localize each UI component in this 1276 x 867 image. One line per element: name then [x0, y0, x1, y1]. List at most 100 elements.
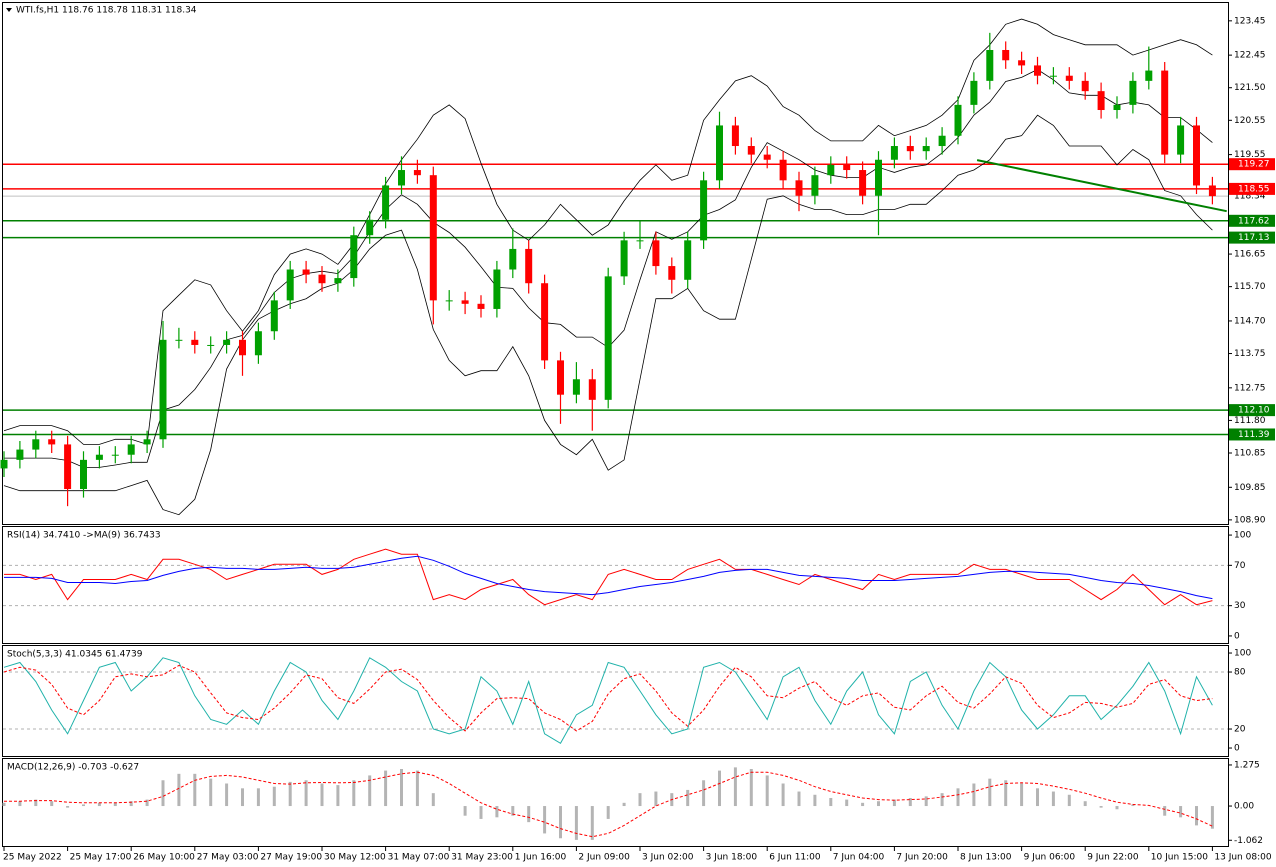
- candle-body: [1208, 185, 1216, 197]
- plot-layer: 123.45 122.45 121.50 120.55 119.55 116.65 115.…: [0, 16, 1275, 863]
- macd-panel-frame: [2, 758, 1229, 847]
- y-tick-label: 119.55: [1234, 150, 1266, 160]
- x-tick-label: 10 Jun 15:00: [1151, 853, 1208, 863]
- candle-body: [875, 159, 882, 196]
- candle-body: [1145, 70, 1153, 81]
- panel-title: Stoch(5,3,3) 41.0345 61.4739: [7, 650, 143, 660]
- trend-line: [976, 159, 1227, 213]
- candle-body: [191, 339, 199, 345]
- candle-body: [350, 235, 358, 279]
- y-tick-label: 121.50: [1234, 83, 1266, 93]
- candle-body: [111, 454, 119, 456]
- candle-body: [1002, 49, 1010, 61]
- candle-body: [795, 180, 803, 196]
- x-tick-label: 31 May 07:00: [388, 853, 450, 863]
- candle-body: [32, 439, 40, 450]
- candle-body: [143, 439, 151, 445]
- candle-body: [270, 300, 278, 332]
- menu-arrow: [6, 8, 12, 12]
- y-tick-label: 116.65: [1234, 250, 1266, 260]
- x-tick-label: 3 Jun 02:00: [642, 853, 694, 863]
- indicator-line: [3, 664, 1213, 732]
- x-tick-label: 9 Jun 22:00: [1087, 853, 1139, 863]
- level-box: [1229, 404, 1275, 417]
- candle-body: [620, 240, 628, 277]
- candle-body: [1161, 70, 1169, 155]
- y-tick-label: 112.75: [1234, 383, 1266, 393]
- chart-title: WTI.fs,H1 118.76 118.78 118.31 118.34: [16, 6, 197, 16]
- candle-body: [1065, 75, 1073, 81]
- level-label: 111.39: [1238, 430, 1270, 440]
- candle-body: [413, 170, 421, 176]
- candle-body: [254, 331, 262, 356]
- candle-body: [541, 283, 549, 361]
- y-tick-label: 70: [1234, 561, 1246, 571]
- candle-body: [302, 269, 310, 275]
- x-tick-label: 30 May 12:00: [324, 853, 386, 863]
- y-tick-label: 80: [1234, 668, 1246, 678]
- candle-body: [175, 339, 183, 341]
- candle-body: [1034, 65, 1041, 76]
- x-tick-label: 9 Jun 06:00: [1024, 853, 1076, 863]
- candle-body: [525, 248, 533, 284]
- y-tick-label: 0: [1234, 631, 1240, 641]
- y-tick-label: 123.45: [1234, 16, 1266, 26]
- candle-body: [763, 154, 771, 160]
- candle-body: [811, 175, 819, 196]
- x-tick-label: 8 Jun 13:00: [960, 853, 1012, 863]
- y-tick-label: 0.00: [1234, 802, 1254, 812]
- y-tick-label: 114.70: [1234, 316, 1266, 326]
- panel-title: MACD(12,26,9) -0.703 -0.627: [7, 763, 139, 773]
- candle-body: [954, 104, 962, 136]
- candle-body: [1049, 75, 1057, 77]
- candle-body: [1177, 125, 1185, 155]
- x-tick-label: 25 May 2022: [3, 853, 62, 863]
- candle-body: [747, 146, 755, 155]
- candle-body: [1193, 125, 1200, 186]
- y-tick-label: 108.90: [1234, 515, 1266, 525]
- level-box: [1229, 231, 1275, 244]
- x-tick-label: 25 May 17:00: [70, 853, 132, 863]
- candle-body: [668, 266, 676, 280]
- candle-body: [64, 444, 72, 490]
- candle-body: [80, 459, 87, 490]
- candle-body: [652, 240, 660, 267]
- candle-body: [827, 164, 835, 176]
- bollinger-upper: [3, 18, 1213, 445]
- candle-body: [95, 454, 103, 460]
- candle-body: [493, 269, 501, 309]
- price-panel-frame: [2, 2, 1229, 525]
- y-tick-label: 100: [1234, 649, 1251, 659]
- x-tick-label: 27 May 03:00: [197, 853, 259, 863]
- candle-body: [398, 170, 405, 186]
- level-box: [1229, 182, 1275, 195]
- candle-body: [1113, 104, 1121, 111]
- y-tick-label: 100: [1234, 531, 1251, 541]
- candle-body: [239, 339, 246, 356]
- candle-body: [1018, 60, 1026, 66]
- stoch-panel-frame: [2, 645, 1229, 757]
- candle-body: [48, 439, 56, 445]
- level-label: 119.27: [1238, 160, 1270, 170]
- y-tick-label: 122.45: [1234, 51, 1266, 61]
- x-tick-label: 26 May 10:00: [133, 853, 195, 863]
- x-tick-label: 27 May 19:00: [260, 853, 322, 863]
- candle-body: [906, 146, 914, 152]
- indicator-line: [4, 555, 1213, 600]
- y-tick-label: -1.062: [1234, 836, 1263, 846]
- x-tick-label: 7 Jun 20:00: [896, 853, 948, 863]
- panel-title: RSI(14) 34.7410 ->MA(9) 36.7433: [7, 531, 161, 541]
- y-tick-label: 120.55: [1234, 116, 1266, 126]
- rsi-panel-frame: [2, 526, 1229, 644]
- candle-body: [286, 269, 294, 301]
- macd-signal: [4, 771, 1213, 838]
- candle-body: [636, 240, 644, 242]
- candle-body: [159, 339, 167, 440]
- candle-body: [986, 49, 994, 81]
- candle-body: [207, 344, 215, 346]
- x-tick-label: 3 Jun 18:00: [706, 853, 758, 863]
- x-tick-label: 6 Jun 11:00: [769, 853, 821, 863]
- level-label: 117.62: [1238, 216, 1270, 226]
- candle-body: [0, 459, 8, 469]
